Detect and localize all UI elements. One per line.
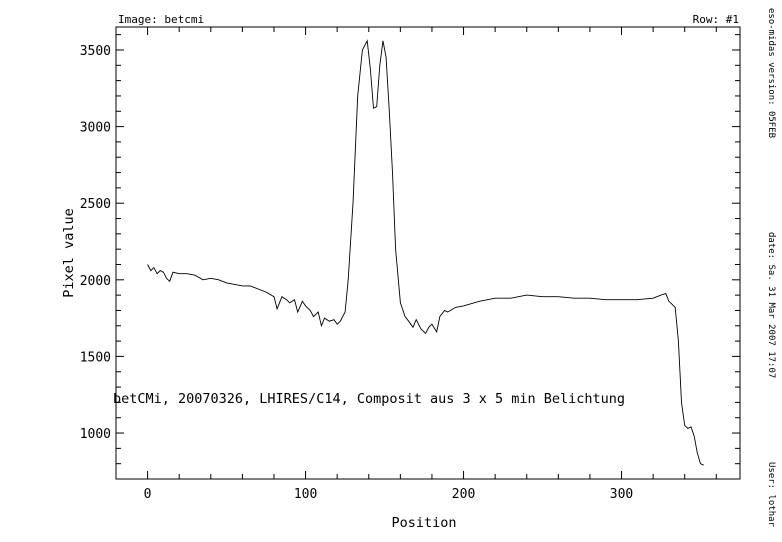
user-name: User: lothar — [766, 462, 776, 528]
x-tick-label: 0 — [144, 487, 152, 502]
series-line — [147, 39, 704, 466]
x-tick-label: 200 — [452, 487, 475, 502]
y-tick-label: 1000 — [80, 427, 111, 442]
y-tick-label: 3000 — [80, 121, 111, 136]
y-axis-label: Pixel value — [61, 208, 77, 297]
x-tick-label: 100 — [294, 487, 317, 502]
plot-date: date: Sa. 31 Mar 2007 17:07 — [766, 232, 776, 378]
chart-annotation: betCMi, 20070326, LHIRES/C14, Composit a… — [113, 391, 625, 407]
y-tick-label: 1500 — [80, 350, 111, 365]
x-axis-label: Position — [391, 515, 456, 531]
row-label: Row: #1 — [693, 13, 739, 26]
y-tick-label: 2500 — [80, 197, 111, 212]
x-tick-label: 300 — [610, 487, 633, 502]
y-tick-label: 2000 — [80, 274, 111, 289]
image-label: Image: betcmi — [118, 13, 204, 26]
plot-frame — [115, 26, 741, 480]
midas-version: eso-midas version: 05FEB — [766, 8, 776, 138]
y-tick-label: 3500 — [80, 44, 111, 59]
ticks-layer: 0 100 200 300 1000 1500 2000 2500 3000 3500 — [80, 27, 740, 502]
